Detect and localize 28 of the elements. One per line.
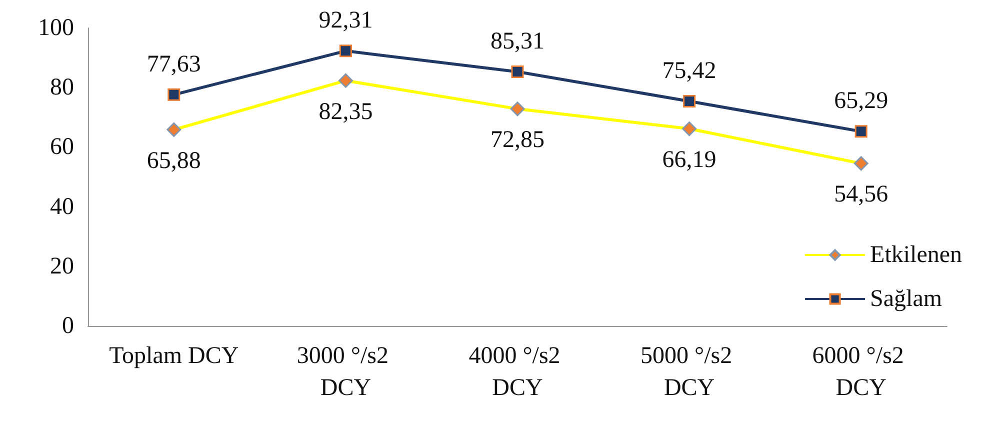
data-label: 54,56 bbox=[834, 182, 888, 208]
data-label: 65,29 bbox=[834, 88, 888, 114]
x-tick-label: 4000 °/s2 DCY bbox=[468, 343, 566, 401]
y-tick-label: 60 bbox=[50, 134, 74, 160]
data-label: 92,31 bbox=[318, 8, 373, 34]
x-tick-label: 6000 °/s2 DCY bbox=[812, 343, 910, 401]
y-tick-label: 100 bbox=[38, 15, 74, 41]
y-tick-label: 80 bbox=[50, 74, 74, 101]
point bbox=[854, 125, 868, 138]
point bbox=[168, 88, 180, 101]
data-label: 77,63 bbox=[146, 51, 201, 78]
data-label: 66,19 bbox=[662, 147, 716, 174]
data-label: 82,35 bbox=[318, 98, 373, 125]
y-tick-label: 0 bbox=[62, 313, 74, 339]
point bbox=[339, 44, 352, 58]
x-tick-label: 3000 °/s2 DCY bbox=[296, 343, 395, 401]
x-tick-label: 5000 °/s2 DCY bbox=[640, 343, 738, 401]
data-label: 75,42 bbox=[662, 58, 716, 84]
y-tick-label: 40 bbox=[50, 194, 74, 220]
y-tick-label: 20 bbox=[50, 253, 74, 280]
point bbox=[511, 66, 524, 78]
data-label: 65,88 bbox=[146, 148, 201, 174]
legend-label: Etkilenen bbox=[870, 242, 962, 268]
data-label: 72,85 bbox=[490, 127, 544, 154]
data-label: 85,31 bbox=[490, 28, 544, 55]
x-tick-label: Toplam DCY bbox=[109, 343, 239, 369]
legend-label: Sağlam bbox=[870, 286, 942, 312]
point bbox=[683, 95, 696, 108]
